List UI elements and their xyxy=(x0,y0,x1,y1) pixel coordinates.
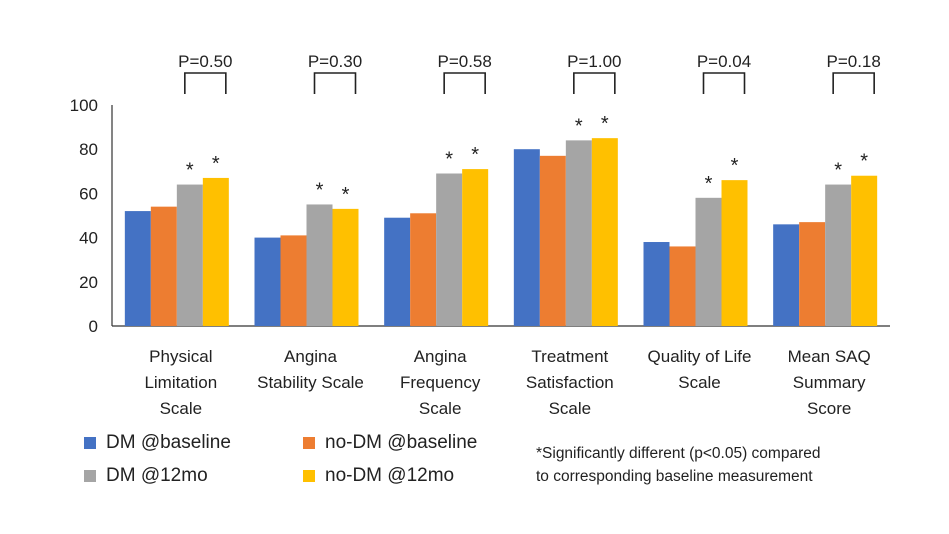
p-value-bracket xyxy=(574,73,615,94)
legend-swatch xyxy=(84,470,96,482)
bar xyxy=(825,185,851,326)
y-tick-label: 80 xyxy=(79,140,98,159)
bar xyxy=(773,224,799,326)
significance-star: * xyxy=(212,153,220,175)
y-tick-label: 0 xyxy=(89,317,98,336)
y-tick-label: 40 xyxy=(79,229,98,248)
bar xyxy=(333,209,359,326)
significance-star: * xyxy=(575,115,583,137)
significance-star: * xyxy=(445,149,453,171)
legend-swatch xyxy=(303,470,315,482)
x-category-label: Frequency xyxy=(400,373,481,392)
legend-label: DM @12mo xyxy=(106,465,208,487)
x-category-label: Score xyxy=(807,399,851,418)
x-category-label: Quality of Life xyxy=(648,347,752,366)
bar xyxy=(410,213,436,326)
x-category-label: Physical xyxy=(149,347,212,366)
bar xyxy=(177,185,203,326)
bar xyxy=(644,242,670,326)
bar xyxy=(436,174,462,326)
bar xyxy=(384,218,410,326)
significance-star: * xyxy=(731,155,739,177)
x-category-label: Stability Scale xyxy=(257,373,364,392)
legend-item-nodm-12mo: no-DM @12mo xyxy=(303,465,454,487)
bar xyxy=(592,138,618,326)
bar xyxy=(722,180,748,326)
p-value-label: P=0.58 xyxy=(437,52,491,71)
legend-label: no-DM @12mo xyxy=(325,465,454,487)
x-category-label: Angina xyxy=(284,347,337,366)
bar xyxy=(566,140,592,326)
p-value-label: P=0.50 xyxy=(178,52,232,71)
bar xyxy=(462,169,488,326)
significance-star: * xyxy=(705,173,713,195)
significance-star: * xyxy=(860,151,868,173)
p-value-bracket xyxy=(185,73,226,94)
legend-swatch xyxy=(303,437,315,449)
significance-star: * xyxy=(601,113,609,135)
y-tick-label: 60 xyxy=(79,184,98,203)
legend-label: no-DM @baseline xyxy=(325,432,477,454)
x-category-label: Limitation xyxy=(144,373,217,392)
p-value-bracket xyxy=(704,73,745,94)
legend-swatch xyxy=(84,437,96,449)
legend-item-dm-12mo: DM @12mo xyxy=(84,465,208,487)
p-value-bracket xyxy=(315,73,356,94)
significance-star: * xyxy=(316,179,324,201)
bar xyxy=(281,235,307,326)
bar xyxy=(514,149,540,326)
footnote: *Significantly different (p<0.05) compar… xyxy=(536,442,896,488)
legend-item-dm-baseline: DM @baseline xyxy=(84,432,231,454)
x-category-label: Treatment xyxy=(531,347,608,366)
x-category-label: Scale xyxy=(678,373,721,392)
x-category-label: Scale xyxy=(549,399,592,418)
x-category-label: Angina xyxy=(414,347,467,366)
x-category-label: Summary xyxy=(793,373,866,392)
bar xyxy=(540,156,566,326)
x-category-label: Scale xyxy=(419,399,462,418)
y-tick-label: 100 xyxy=(70,96,98,115)
significance-star: * xyxy=(471,144,479,166)
bar xyxy=(307,204,333,326)
footnote-line: *Significantly different (p<0.05) compar… xyxy=(536,442,896,465)
x-category-label: Satisfaction xyxy=(526,373,614,392)
legend-item-nodm-baseline: no-DM @baseline xyxy=(303,432,477,454)
x-category-label: Mean SAQ xyxy=(788,347,871,366)
significance-star: * xyxy=(834,160,842,182)
p-value-label: P=0.18 xyxy=(826,52,880,71)
significance-star: * xyxy=(186,160,194,182)
p-value-bracket xyxy=(833,73,874,94)
p-value-label: P=0.30 xyxy=(308,52,362,71)
legend-label: DM @baseline xyxy=(106,432,231,454)
y-tick-label: 20 xyxy=(79,273,98,292)
p-value-label: P=1.00 xyxy=(567,52,621,71)
p-value-bracket xyxy=(444,73,485,94)
footnote-line: to corresponding baseline measurement xyxy=(536,465,896,488)
bar xyxy=(670,246,696,326)
bar xyxy=(799,222,825,326)
bar xyxy=(125,211,151,326)
bar xyxy=(203,178,229,326)
bar xyxy=(696,198,722,326)
p-value-label: P=0.04 xyxy=(697,52,751,71)
bar xyxy=(151,207,177,326)
x-category-label: Scale xyxy=(160,399,203,418)
significance-star: * xyxy=(342,184,350,206)
bar xyxy=(255,238,281,326)
bar xyxy=(851,176,877,326)
